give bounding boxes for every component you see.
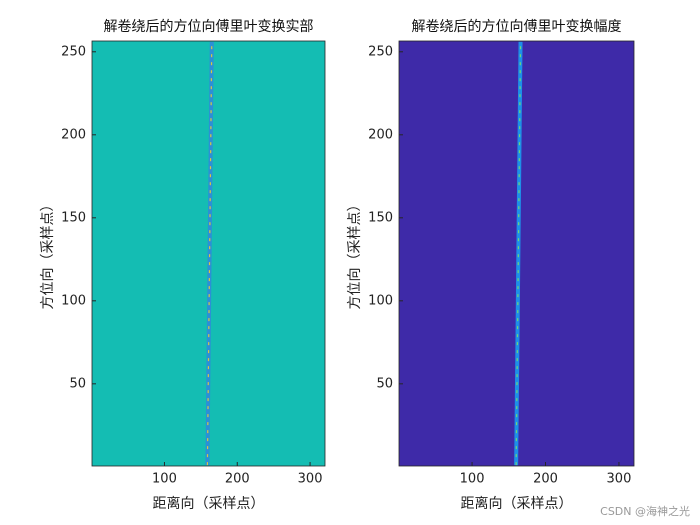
y-tick-label: 150 bbox=[61, 210, 86, 225]
axes-frame bbox=[398, 40, 635, 467]
y-tick-label: 250 bbox=[368, 44, 393, 59]
x-axis-label: 距离向（采样点） bbox=[461, 495, 573, 512]
x-axis-label: 距离向（采样点） bbox=[153, 495, 265, 512]
y-axis-label: 方位向（采样点） bbox=[40, 198, 56, 310]
x-tick-label: 300 bbox=[298, 472, 323, 487]
ridge-core bbox=[515, 41, 522, 466]
y-tick-label: 250 bbox=[61, 44, 86, 59]
chart-title: 解卷绕后的方位向傅里叶变换幅度 bbox=[412, 18, 622, 35]
ridge-core bbox=[206, 41, 213, 466]
y-tick-label: 200 bbox=[61, 127, 86, 142]
x-tick-label: 200 bbox=[225, 472, 250, 487]
y-tick-label: 50 bbox=[69, 376, 86, 391]
y-tick-label: 100 bbox=[368, 293, 393, 308]
y-tick-label: 200 bbox=[368, 127, 393, 142]
x-tick-label: 200 bbox=[533, 472, 558, 487]
y-tick-label: 100 bbox=[61, 293, 86, 308]
watermark: CSDN @海神之光 bbox=[600, 504, 690, 518]
axes-frame bbox=[91, 40, 326, 467]
chart-title: 解卷绕后的方位向傅里叶变换实部 bbox=[104, 18, 314, 35]
x-tick-label: 300 bbox=[607, 472, 632, 487]
x-tick-label: 100 bbox=[152, 472, 177, 487]
y-axis-label: 方位向（采样点） bbox=[347, 198, 363, 310]
x-tick-label: 100 bbox=[460, 472, 485, 487]
y-tick-label: 50 bbox=[376, 376, 393, 391]
y-tick-label: 150 bbox=[368, 210, 393, 225]
